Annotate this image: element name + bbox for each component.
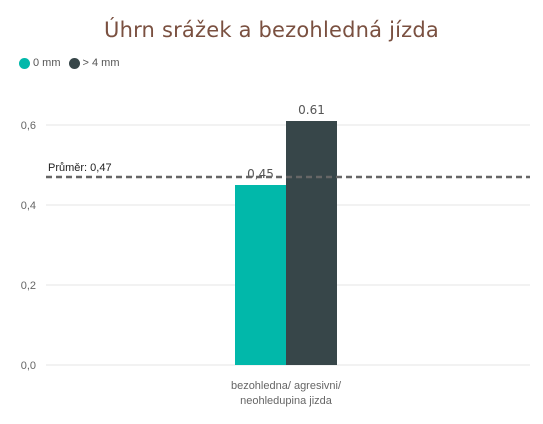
data-label-0mm: 0,45 (247, 167, 274, 181)
y-tick-label: 0,2 (21, 280, 36, 292)
y-tick-label: 0,4 (21, 200, 36, 212)
x-category-label: neohledupina jizda (240, 395, 333, 407)
legend: 0 mm > 4 mm (19, 57, 127, 69)
chart-title: Úhrn srážek a bezohledná jízda (104, 18, 439, 42)
bar-4mm (286, 121, 337, 365)
legend-swatch-4mm (68, 57, 80, 69)
legend-swatch-0mm (19, 57, 30, 69)
y-tick-label: 0,6 (21, 120, 36, 132)
legend-item-4mm[interactable]: > 4 mm (68, 57, 120, 69)
y-tick-label: 0,0 (21, 360, 36, 372)
data-label-4mm: 0.61 (298, 103, 325, 117)
legend-label-4mm: > 4 mm (82, 57, 120, 69)
average-line-label: Průměr: 0,47 (48, 162, 112, 174)
legend-label-0mm: 0 mm (33, 57, 61, 69)
legend-item-0mm[interactable]: 0 mm (19, 57, 61, 69)
bar-0mm (235, 185, 286, 365)
x-category-label: bezohledna/ agresivni/ (231, 380, 342, 392)
